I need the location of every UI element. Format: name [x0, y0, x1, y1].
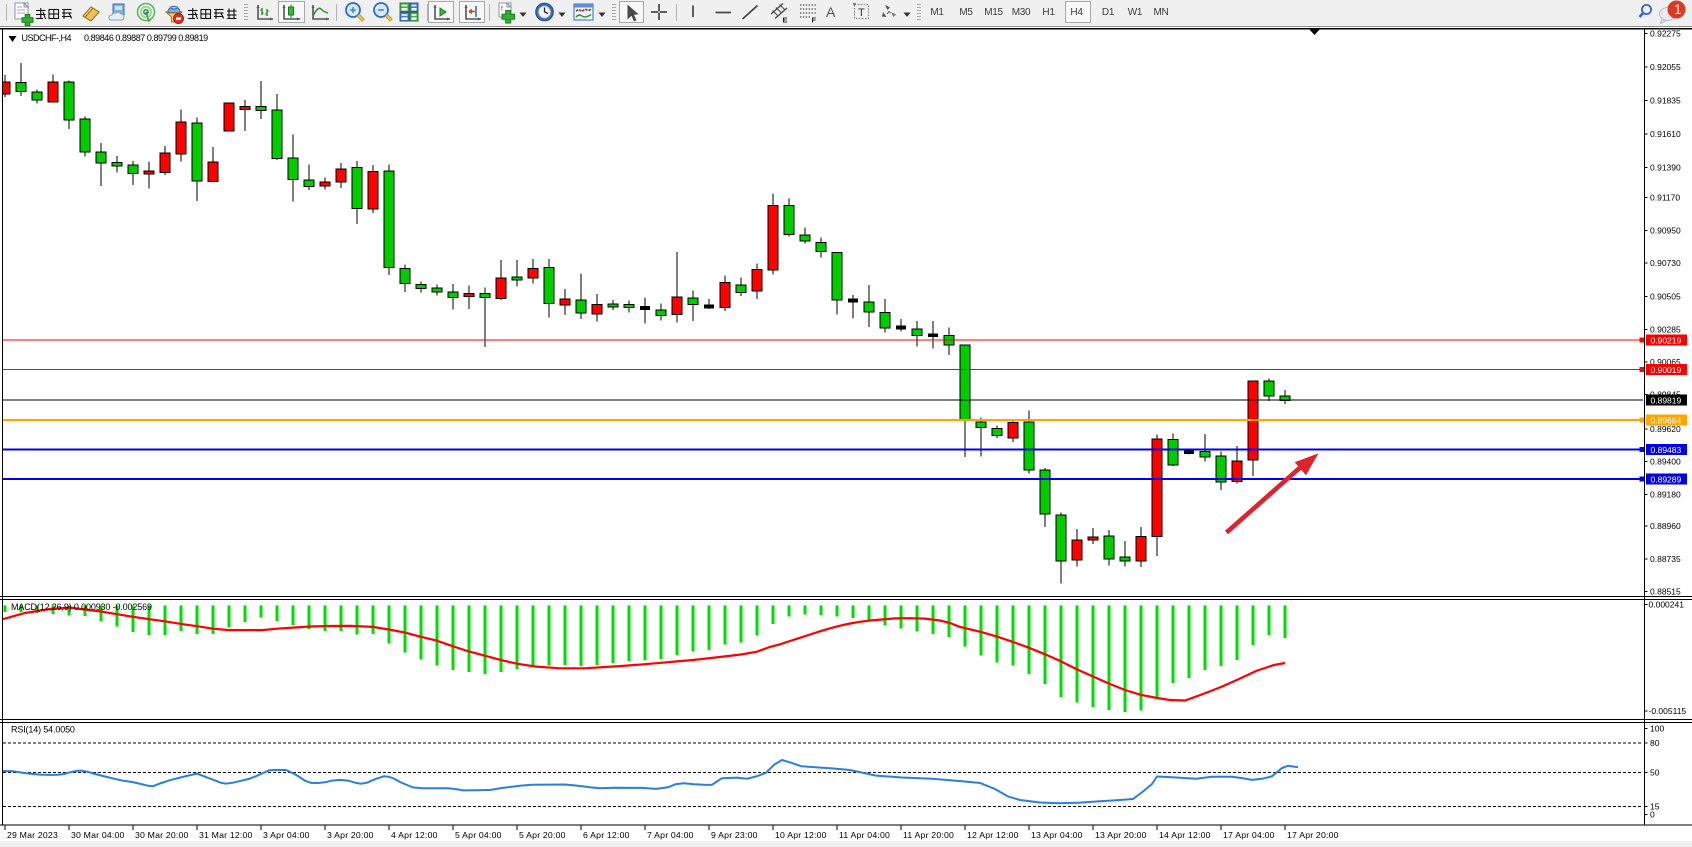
svg-text:17 Apr 04:00: 17 Apr 04:00 [1223, 830, 1275, 840]
svg-text:E: E [783, 16, 788, 25]
svg-text:0.92055: 0.92055 [1650, 62, 1681, 72]
svg-text:29 Mar 2023: 29 Mar 2023 [7, 830, 58, 840]
svg-text:3 Apr 20:00: 3 Apr 20:00 [327, 830, 374, 840]
svg-text:80: 80 [1650, 738, 1660, 748]
svg-text:0.89819: 0.89819 [1651, 396, 1682, 406]
svg-text:0.91170: 0.91170 [1650, 193, 1680, 203]
svg-text:1: 1 [1674, 2, 1682, 17]
svg-text:USDCHF-,H4: USDCHF-,H4 [22, 33, 72, 43]
svg-text:MACD(12,26,9) 0.000930 -0.0025: MACD(12,26,9) 0.000930 -0.002569 [11, 602, 152, 612]
svg-text:4 Apr 12:00: 4 Apr 12:00 [391, 830, 438, 840]
svg-text:0.89846 0.89887 0.89799 0.8981: 0.89846 0.89887 0.89799 0.89819 [84, 33, 208, 43]
svg-text:5 Apr 20:00: 5 Apr 20:00 [519, 830, 566, 840]
svg-text:13 Apr 04:00: 13 Apr 04:00 [1031, 830, 1083, 840]
svg-text:11 Apr 20:00: 11 Apr 20:00 [903, 830, 954, 840]
svg-text:17 Apr 20:00: 17 Apr 20:00 [1287, 830, 1339, 840]
svg-text:F: F [812, 16, 817, 25]
svg-text:0.90505: 0.90505 [1650, 292, 1681, 302]
svg-text:5 Apr 04:00: 5 Apr 04:00 [455, 830, 502, 840]
svg-text:0.90219: 0.90219 [1651, 336, 1682, 346]
svg-text:-0.005115: -0.005115 [1649, 706, 1687, 716]
svg-text:3 Apr 04:00: 3 Apr 04:00 [263, 830, 310, 840]
svg-text:100: 100 [1650, 724, 1664, 734]
svg-text:31 Mar 12:00: 31 Mar 12:00 [199, 830, 253, 840]
svg-text:10 Apr 12:00: 10 Apr 12:00 [775, 830, 827, 840]
svg-text:50: 50 [1650, 768, 1660, 778]
svg-text:0.91835: 0.91835 [1650, 96, 1681, 106]
svg-text:0: 0 [1650, 810, 1655, 820]
svg-text:30 Mar 04:00: 30 Mar 04:00 [71, 830, 125, 840]
svg-text:0.90019: 0.90019 [1651, 365, 1682, 375]
svg-text:11 Apr 04:00: 11 Apr 04:00 [839, 830, 890, 840]
svg-text:0.88735: 0.88735 [1650, 554, 1681, 564]
svg-text:0.91390: 0.91390 [1650, 163, 1681, 173]
svg-text:9 Apr 23:00: 9 Apr 23:00 [711, 830, 758, 840]
svg-text:0.000241: 0.000241 [1649, 600, 1685, 610]
svg-text:0.89483: 0.89483 [1651, 445, 1682, 455]
svg-text:0.88960: 0.88960 [1650, 521, 1681, 531]
svg-text:13 Apr 20:00: 13 Apr 20:00 [1095, 830, 1147, 840]
svg-text:0.89180: 0.89180 [1650, 490, 1681, 500]
svg-text:0.88515: 0.88515 [1650, 587, 1681, 597]
svg-text:0.90065: 0.90065 [1650, 357, 1681, 367]
svg-text:0.89400: 0.89400 [1650, 457, 1681, 467]
svg-text:0.91610: 0.91610 [1650, 129, 1681, 139]
svg-text:6 Apr 12:00: 6 Apr 12:00 [583, 830, 630, 840]
svg-text:f: f [501, 6, 503, 13]
svg-text:12 Apr 12:00: 12 Apr 12:00 [967, 830, 1019, 840]
svg-text:0.89289: 0.89289 [1651, 475, 1682, 485]
svg-text:14 Apr 12:00: 14 Apr 12:00 [1159, 830, 1211, 840]
svg-text:0.90730: 0.90730 [1650, 258, 1681, 268]
svg-text:0.90950: 0.90950 [1650, 226, 1681, 236]
svg-text:15: 15 [1650, 802, 1660, 812]
svg-text:30 Mar 20:00: 30 Mar 20:00 [135, 830, 189, 840]
svg-text:T: T [858, 7, 865, 19]
svg-text:RSI(14) 54.0050: RSI(14) 54.0050 [11, 725, 75, 735]
svg-text:0.92275: 0.92275 [1650, 29, 1681, 39]
svg-text:7 Apr 04:00: 7 Apr 04:00 [647, 830, 694, 840]
svg-text:0.89684: 0.89684 [1651, 416, 1682, 426]
svg-text:0.89620: 0.89620 [1650, 424, 1681, 434]
svg-text:0.90285: 0.90285 [1650, 325, 1681, 335]
